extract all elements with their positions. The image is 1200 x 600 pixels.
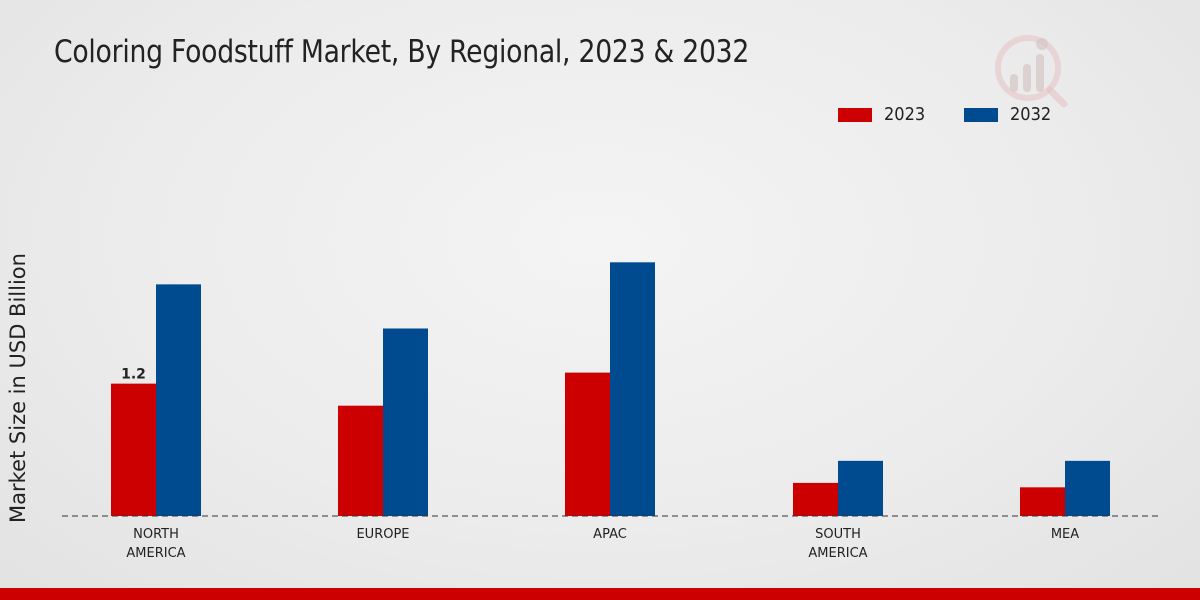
legend-label-2023: 2023 — [884, 104, 926, 125]
bar-2023-1 — [338, 405, 383, 516]
x-tick-labels: NORTH AMERICA EUROPE APAC SOUTH AMERICA MEA — [126, 527, 1079, 561]
bar-2032-4 — [1065, 460, 1110, 516]
bar-2023-4 — [1020, 487, 1065, 516]
chart-title: Coloring Foodstuff Market, By Regional, … — [54, 34, 750, 70]
x-tick-label: APAC — [593, 527, 627, 542]
bars-group — [111, 262, 1110, 516]
bar-2032-0 — [156, 284, 201, 516]
footer-accent-bar — [0, 588, 1200, 600]
x-tick-label: MEA — [1051, 527, 1079, 542]
bar-2032-2 — [610, 262, 655, 516]
brand-logo-icon — [995, 35, 1068, 108]
bar-2032-3 — [838, 460, 883, 516]
legend-swatch-2032 — [963, 107, 998, 122]
bar-2023-2 — [565, 372, 610, 516]
x-tick-label: SOUTH AMERICA — [808, 527, 867, 561]
legend-item-2023: 2023 — [838, 104, 930, 125]
data-labels: 1.2 — [121, 367, 146, 383]
x-tick-label: NORTH AMERICA — [126, 527, 185, 561]
bar-2023-0 — [111, 383, 156, 516]
data-label: 1.2 — [121, 367, 146, 383]
bar-2032-1 — [383, 328, 428, 516]
legend-item-2032: 2032 — [963, 104, 1056, 125]
legend-swatch-2023 — [838, 107, 872, 122]
bar-2023-3 — [793, 482, 838, 516]
chart-legend: 2023 2032 — [838, 104, 1090, 125]
legend-label-2032: 2032 — [1009, 104, 1052, 125]
x-tick-label: EUROPE — [356, 527, 409, 542]
